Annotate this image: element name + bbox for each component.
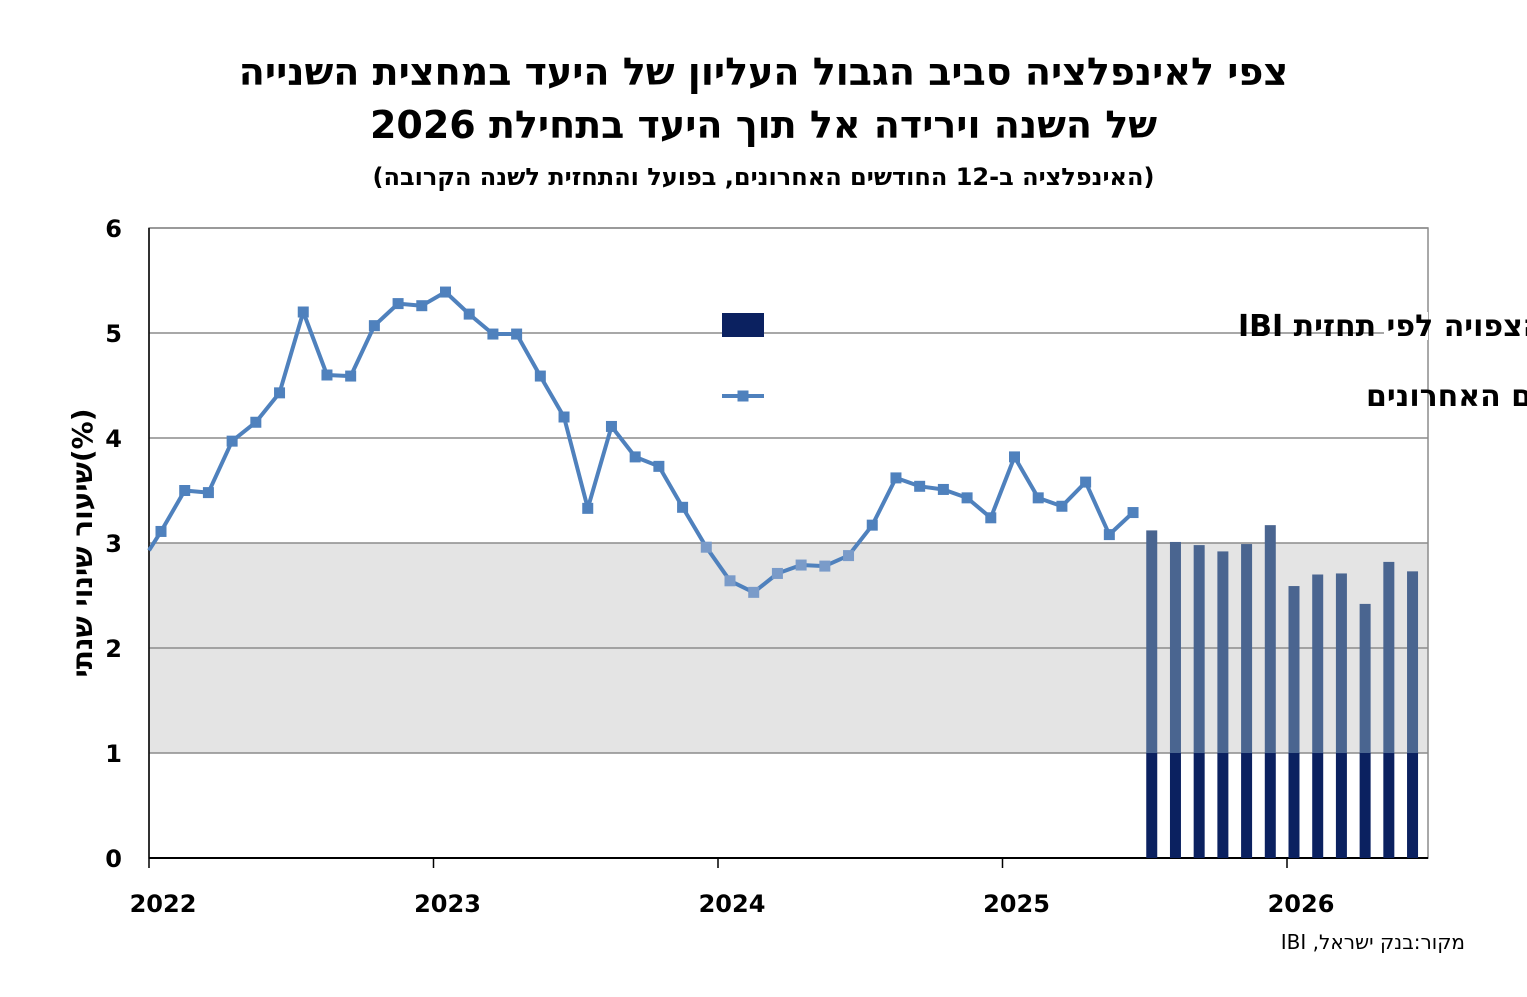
forecast-bar [1312,574,1324,753]
data-point [629,451,641,463]
x-tick-label: 2025 [983,890,1050,918]
data-point [250,416,262,428]
forecast-bar-base [1193,753,1205,858]
data-point [226,435,238,447]
forecast-bar-base [1407,753,1419,858]
data-point [155,525,167,537]
chart-title-line-2: של השנה וירידה אל תוך היעד בתחילת 2026 [369,103,1158,147]
data-point [1056,500,1068,512]
data-point [179,485,191,496]
legend-swatch-forecast [722,313,764,337]
forecast-bar [1146,530,1158,753]
data-point [1080,476,1092,488]
data-point [487,328,499,340]
forecast-bar-base [1335,753,1347,858]
forecast-bar-base [1288,753,1300,858]
forecast-bar [1217,551,1229,753]
forecast-bar-base [1169,753,1181,858]
data-point [345,370,357,382]
forecast-bar [1407,571,1419,753]
data-point [653,460,665,472]
forecast-bar-base [1383,753,1395,858]
data-point [511,328,523,340]
x-tick-label: 2026 [1268,890,1335,918]
forecast-bar [1288,586,1300,753]
data-point [937,483,949,495]
x-tick-label: 2023 [414,890,481,918]
data-point [1127,507,1139,519]
data-point [1032,492,1044,504]
data-point [1009,451,1020,463]
y-axis-label: שיעור שינוי שנתי(%) [66,408,99,677]
x-tick-label: 2024 [699,890,766,918]
data-point [605,420,617,432]
forecast-bar [1169,541,1181,753]
data-point [274,387,286,399]
data-point [724,575,736,587]
legend-bg [1384,312,1428,340]
data-point [368,320,380,332]
forecast-bar [1335,573,1347,753]
y-tick-label: 2 [105,635,122,663]
y-tick-label: 5 [105,320,122,348]
forecast-bar-base [1146,753,1158,858]
forecast-bar [1359,603,1371,753]
forecast-bar [1383,561,1395,753]
forecast-bar [1241,544,1253,753]
y-tick-label: 6 [105,215,122,243]
data-point [771,567,783,579]
legend-label-actual: האינפלציה בפועל ב-12 החודשים האחרונים [1366,379,1527,414]
x-tick-label: 2022 [130,890,197,918]
data-point [534,370,546,382]
legend-swatch-marker [737,390,749,402]
data-point [463,308,475,320]
data-point [748,586,760,598]
forecast-bar-base [1241,753,1253,858]
forecast-bar-base [1312,753,1324,858]
data-point [677,501,689,513]
data-point [843,550,855,562]
data-point [582,502,594,514]
data-point [700,541,712,553]
data-point [202,487,214,499]
legend-label-forecast: האינפלציה הצפויה לפי תחזית IBI [1238,309,1527,344]
data-point [866,519,878,531]
forecast-bar-base [1359,753,1371,858]
data-point [914,480,926,492]
data-point [819,560,831,572]
chart-title: צפי לאינפלציה סביב הגבול העליון של היעד … [238,50,1289,94]
data-point [985,512,997,524]
forecast-bar-base [1217,753,1229,858]
data-point [795,559,807,571]
y-tick-label: 0 [105,845,122,873]
source-note: מקור:בנק ישראל, IBI [1280,930,1465,954]
forecast-bar-base [1264,753,1276,858]
y-tick-label: 3 [105,530,122,558]
data-point [392,298,404,310]
data-point [297,306,309,318]
y-tick-label: 1 [105,740,122,768]
forecast-bar [1264,525,1276,753]
data-point [558,411,570,423]
forecast-bar [1193,545,1205,753]
data-point [416,300,428,312]
data-point [1103,529,1115,541]
data-point [890,472,902,484]
y-tick-label: 4 [105,425,122,453]
data-point [440,286,451,298]
data-point [321,369,333,381]
data-point [961,492,973,504]
chart-subtitle: (האינפלציה ב-12 החודשים האחרונים, בפועל … [372,163,1155,191]
